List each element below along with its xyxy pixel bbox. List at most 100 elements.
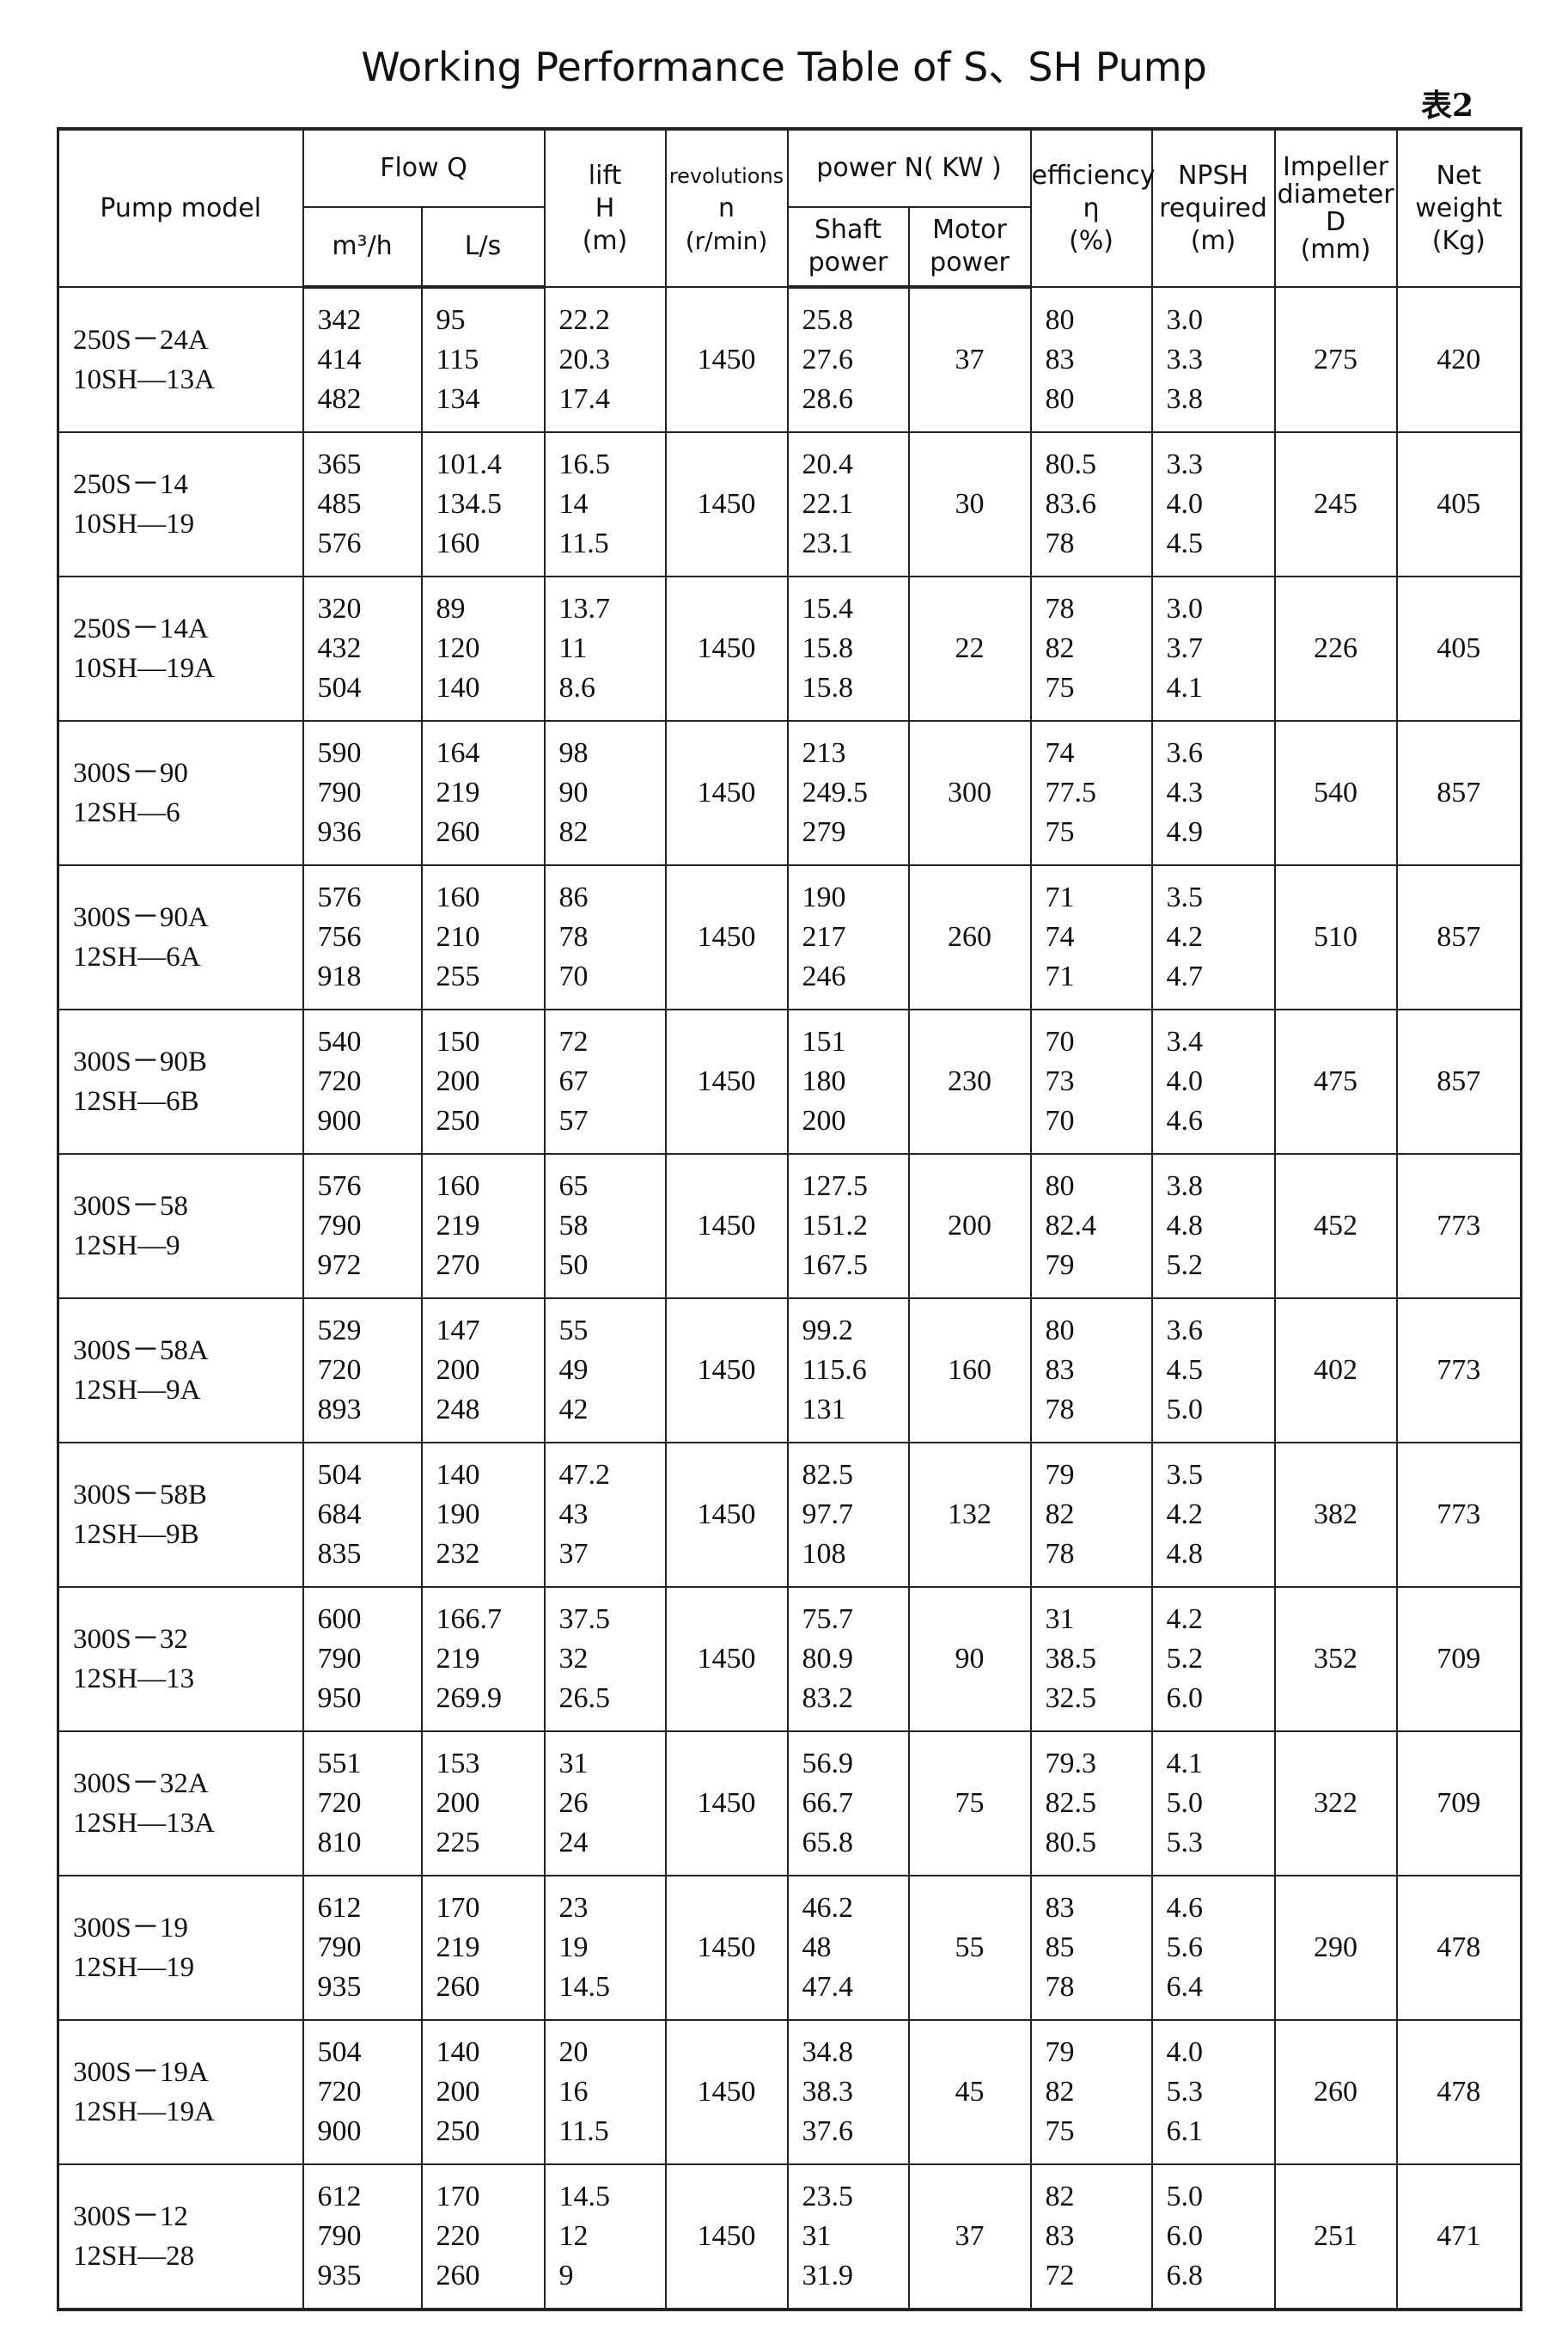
cell-ls-value: 260 bbox=[436, 1971, 480, 2003]
cell-npsh: 3.0 3.3 3.8 bbox=[1150, 286, 1276, 433]
table-row: 250S－14A 10SH—19A 320 432 504 89 120 140 13.7 11 8… bbox=[57, 576, 1522, 722]
cell-impeller: 402 bbox=[1273, 1297, 1398, 1443]
cell-model-value: 300S－58 bbox=[73, 1191, 188, 1222]
cell-model-value: 300S－58A bbox=[73, 1335, 209, 1366]
cell-eff: 80 83 78 bbox=[1029, 1297, 1153, 1443]
cell-eff-value: 83 bbox=[1045, 1892, 1075, 1924]
cell-model: 300S－90 12SH—6 bbox=[57, 720, 304, 866]
cell-ls-value: 248 bbox=[436, 1394, 480, 1425]
cell-eff-value: 75 bbox=[1045, 816, 1075, 848]
cell-ls-value: 200 bbox=[436, 1065, 480, 1097]
cell-npsh: 3.0 3.7 4.1 bbox=[1150, 576, 1276, 722]
cell-m3h-value: 432 bbox=[317, 632, 362, 664]
cell-eff: 71 74 71 bbox=[1029, 864, 1153, 1010]
cell-shaft-value: 20.4 bbox=[802, 449, 854, 480]
cell-model: 300S－90A 12SH—6A bbox=[57, 864, 304, 1010]
cell-eff-value: 78 bbox=[1045, 1394, 1075, 1425]
cell-model-value: 300S－12 bbox=[73, 2201, 188, 2232]
cell-eff-value: 85 bbox=[1045, 1931, 1075, 1963]
cell-npsh-value: 5.6 bbox=[1166, 1931, 1204, 1963]
cell-npsh-value: 4.6 bbox=[1166, 1892, 1204, 1924]
cell-ls-value: 200 bbox=[436, 1787, 480, 1819]
cell-model-value: 300S－90A bbox=[73, 902, 209, 933]
cell-rpm: 1450 bbox=[664, 431, 789, 577]
cell-impeller: 352 bbox=[1273, 1586, 1398, 1732]
cell-lift-value: 86 bbox=[558, 882, 589, 913]
cell-npsh-value: 3.8 bbox=[1166, 1170, 1204, 1202]
cell-shaft: 56.9 66.7 65.8 bbox=[786, 1730, 910, 1876]
cell-model-value: 12SH—6 bbox=[73, 797, 180, 828]
table-row: 300S－12 12SH—28 612 790 935 170 220 260 14.5 12 9 1… bbox=[57, 2163, 1522, 2311]
cell-motor: 55 bbox=[907, 1875, 1032, 2021]
cell-npsh-value: 5.2 bbox=[1166, 1643, 1204, 1675]
table-row: 250S－14 10SH—19 365 485 576 101.4 134.5 160 16.5… bbox=[57, 431, 1522, 577]
cell-impeller: 290 bbox=[1273, 1875, 1398, 2021]
cell-shaft-value: 108 bbox=[802, 1538, 846, 1570]
cell-impeller: 226 bbox=[1273, 576, 1398, 722]
cell-shaft-value: 167.5 bbox=[802, 1249, 869, 1281]
cell-ls-value: 269.9 bbox=[436, 1682, 503, 1714]
cell-m3h-value: 482 bbox=[317, 383, 362, 415]
cell-ls-value: 170 bbox=[436, 1892, 480, 1924]
cell-shaft-value: 99.2 bbox=[802, 1315, 854, 1346]
cell-shaft: 23.5 31 31.9 bbox=[786, 2163, 910, 2311]
cell-npsh: 3.6 4.5 5.0 bbox=[1150, 1297, 1276, 1443]
cell-model-value: 12SH—9 bbox=[73, 1230, 180, 1261]
table-row: 250S－24A 10SH—13A 342 414 482 95 115 134 22.2 20.… bbox=[57, 286, 1522, 433]
cell-npsh-value: 3.6 bbox=[1166, 1315, 1204, 1346]
cell-lift-value: 49 bbox=[558, 1354, 589, 1386]
cell-eff-value: 82 bbox=[1045, 1498, 1075, 1530]
cell-ls-value: 134.5 bbox=[436, 488, 503, 520]
cell-ls: 150 200 250 bbox=[420, 1009, 546, 1155]
cell-lift-value: 16 bbox=[558, 2076, 589, 2108]
cell-ls-value: 250 bbox=[436, 1105, 480, 1137]
cell-m3h-value: 790 bbox=[317, 1931, 362, 1963]
cell-m3h-value: 342 bbox=[317, 304, 362, 336]
cell-lift-value: 11.5 bbox=[558, 528, 609, 559]
cell-lift-value: 11.5 bbox=[558, 2115, 609, 2147]
cell-lift: 20 16 11.5 bbox=[543, 2019, 667, 2165]
cell-ls-value: 120 bbox=[436, 632, 480, 664]
cell-rpm: 1450 bbox=[664, 864, 789, 1010]
cell-shaft: 15.4 15.8 15.8 bbox=[786, 576, 910, 722]
cell-eff-value: 71 bbox=[1045, 961, 1075, 992]
cell-weight: 857 bbox=[1395, 720, 1522, 866]
cell-model: 300S－32 12SH—13 bbox=[57, 1586, 304, 1732]
cell-m3h-value: 810 bbox=[317, 1827, 362, 1858]
cell-m3h-value: 936 bbox=[317, 816, 362, 848]
cell-eff-value: 80.5 bbox=[1045, 1827, 1097, 1858]
header-flow-m3h: m³/h bbox=[302, 206, 423, 289]
cell-ls-value: 270 bbox=[436, 1249, 480, 1281]
cell-m3h: 320 432 504 bbox=[302, 576, 423, 722]
cell-shaft-value: 48 bbox=[802, 1931, 832, 1963]
cell-m3h-value: 790 bbox=[317, 777, 362, 809]
cell-motor: 37 bbox=[907, 286, 1032, 433]
header-revolutions: revolutions n (r/min) bbox=[664, 127, 789, 288]
cell-m3h: 612 790 935 bbox=[302, 1875, 423, 2021]
cell-lift-value: 50 bbox=[558, 1249, 589, 1281]
cell-ls: 153 200 225 bbox=[420, 1730, 546, 1876]
page-title: Working Performance Table of S、SH Pump bbox=[361, 44, 1207, 90]
cell-npsh-value: 4.6 bbox=[1166, 1105, 1204, 1137]
cell-ls-value: 89 bbox=[436, 593, 466, 625]
cell-model: 300S－19A 12SH—19A bbox=[57, 2019, 304, 2165]
cell-ls-value: 160 bbox=[436, 528, 480, 559]
cell-ls-value: 140 bbox=[436, 1459, 480, 1491]
cell-model-value: 12SH—13A bbox=[73, 1808, 216, 1839]
cell-ls: 160 219 270 bbox=[420, 1153, 546, 1299]
cell-lift-value: 14 bbox=[558, 488, 589, 520]
cell-ls-value: 219 bbox=[436, 1931, 480, 1963]
cell-ls-value: 101.4 bbox=[436, 449, 503, 480]
cell-lift-value: 14.5 bbox=[558, 1971, 611, 2003]
cell-m3h: 529 720 893 bbox=[302, 1297, 423, 1443]
cell-npsh-value: 5.3 bbox=[1166, 1827, 1204, 1858]
cell-model: 250S－24A 10SH—13A bbox=[57, 286, 304, 433]
cell-rpm: 1450 bbox=[664, 1875, 789, 2021]
cell-m3h-value: 540 bbox=[317, 1026, 362, 1058]
cell-ls-value: 250 bbox=[436, 2115, 480, 2147]
cell-lift-value: 58 bbox=[558, 1210, 589, 1242]
cell-shaft-value: 180 bbox=[802, 1065, 846, 1097]
cell-npsh-value: 6.0 bbox=[1166, 1682, 1204, 1714]
cell-m3h-value: 835 bbox=[317, 1538, 362, 1570]
cell-lift-value: 17.4 bbox=[558, 382, 611, 415]
